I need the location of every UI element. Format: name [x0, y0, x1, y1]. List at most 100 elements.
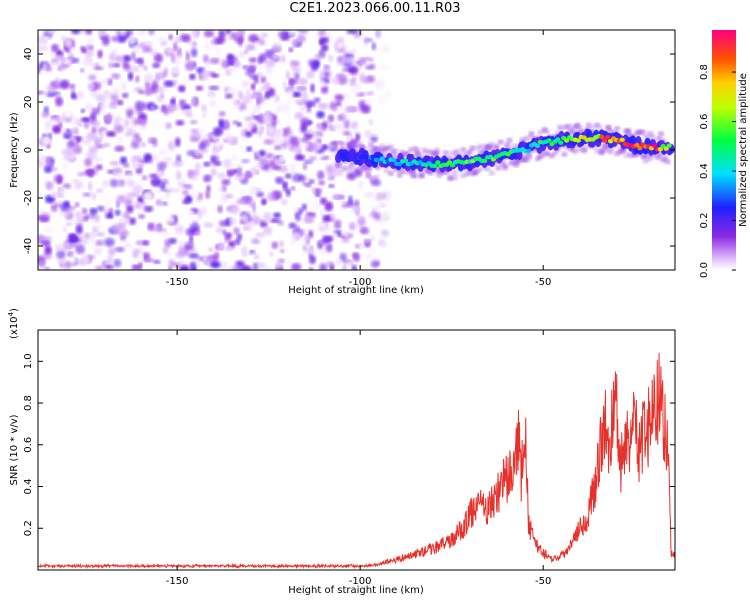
- snr-panel: -150 -100 -50 0.2 0.4 0.6 0.8 1.0 Height of st…: [7, 308, 676, 596]
- noise-cell: [125, 192, 135, 200]
- noise-cell: [131, 51, 136, 60]
- noise-cell: [55, 96, 64, 107]
- noise-cell: [103, 112, 113, 123]
- signal-halo-cell: [379, 143, 386, 149]
- signal-halo-cell: [664, 159, 671, 165]
- noise-cell: [85, 44, 94, 50]
- signal-halo-cell: [434, 147, 441, 153]
- noise-cell: [244, 49, 249, 55]
- noise-cell: [114, 209, 121, 216]
- signal-halo-cell: [477, 143, 484, 149]
- noise-cell: [163, 69, 168, 78]
- noise-cell: [341, 230, 348, 237]
- signal-core-cell: [599, 134, 605, 140]
- noise-cell: [360, 266, 370, 270]
- noise-cell: [172, 160, 183, 168]
- noise-cell: [194, 150, 201, 158]
- noise-cell: [89, 207, 98, 215]
- noise-cell: [218, 111, 226, 117]
- noise-cell: [295, 234, 301, 241]
- noise-cell: [137, 137, 142, 143]
- noise-cell: [280, 36, 290, 41]
- noise-cell: [63, 111, 73, 118]
- noise-cell: [62, 226, 68, 233]
- noise-cell: [218, 118, 224, 129]
- noise-cell: [209, 57, 221, 65]
- noise-cell: [278, 240, 285, 248]
- signal-halo-cell: [605, 124, 612, 130]
- noise-cell: [314, 192, 321, 197]
- noise-cell: [340, 57, 348, 65]
- noise-cell: [183, 184, 193, 190]
- noise-cell: [360, 227, 370, 235]
- noise-cell: [257, 233, 264, 241]
- noise-cell: [288, 222, 297, 229]
- noise-cell: [248, 186, 257, 197]
- noise-cell: [138, 30, 147, 35]
- noise-cell: [38, 63, 41, 70]
- noise-cell: [179, 99, 186, 107]
- noise-cell: [216, 95, 228, 105]
- noise-cell: [346, 30, 358, 35]
- signal-core-cell: [482, 158, 488, 164]
- noise-cell: [63, 167, 68, 178]
- noise-cell: [190, 266, 197, 270]
- signal-halo-cell: [495, 165, 502, 171]
- snr-x-ticks: -150 -100 -50: [166, 330, 551, 587]
- noise-cell: [250, 83, 256, 91]
- noise-cell: [114, 55, 124, 63]
- noise-cell: [112, 88, 119, 95]
- noise-cell: [77, 171, 87, 177]
- noise-cell: [328, 260, 334, 267]
- noise-cell: [345, 57, 356, 65]
- noise-cell: [285, 187, 291, 197]
- noise-cell: [80, 108, 85, 114]
- noise-cell: [134, 100, 145, 110]
- noise-cell: [281, 95, 288, 103]
- noise-cell: [309, 255, 316, 265]
- noise-cell: [137, 253, 144, 263]
- noise-cell: [43, 236, 53, 242]
- signal-halo-cell: [387, 144, 394, 150]
- signal-halo-cell: [339, 141, 346, 147]
- noise-cell: [71, 30, 81, 35]
- noise-cell: [57, 175, 62, 185]
- noise-cell: [383, 216, 392, 221]
- noise-cell: [103, 142, 111, 148]
- noise-cell: [206, 185, 211, 193]
- noise-cell: [317, 162, 327, 168]
- noise-cell: [306, 71, 315, 79]
- signal-core-cell: [534, 143, 540, 148]
- noise-cell: [156, 93, 161, 103]
- noise-cell: [308, 205, 319, 213]
- noise-cell: [84, 51, 96, 57]
- noise-cell: [192, 220, 199, 227]
- noise-cell: [60, 35, 67, 41]
- noise-cell: [130, 140, 140, 149]
- noise-cell: [38, 149, 43, 155]
- noise-cell: [173, 42, 178, 52]
- noise-cell: [291, 146, 302, 154]
- noise-cell: [368, 118, 374, 126]
- noise-cell: [298, 142, 310, 150]
- noise-cell: [95, 232, 106, 237]
- noise-cell: [81, 136, 87, 142]
- noise-cell: [286, 89, 294, 97]
- noise-cell: [301, 234, 311, 244]
- noise-cell: [221, 58, 229, 68]
- noise-cell: [351, 264, 357, 270]
- noise-cell: [274, 145, 282, 151]
- noise-cell: [305, 195, 317, 204]
- signal-halo-cell: [451, 170, 458, 176]
- noise-cell: [158, 231, 170, 237]
- noise-cell: [167, 141, 175, 151]
- noise-cell: [74, 202, 80, 208]
- noise-cell: [211, 73, 220, 78]
- noise-cell: [327, 174, 333, 180]
- noise-cell: [332, 51, 339, 60]
- noise-cell: [352, 73, 357, 84]
- noise-cell: [142, 191, 152, 201]
- noise-cell: [96, 188, 103, 193]
- noise-cell: [384, 256, 391, 266]
- noise-cell: [168, 34, 173, 41]
